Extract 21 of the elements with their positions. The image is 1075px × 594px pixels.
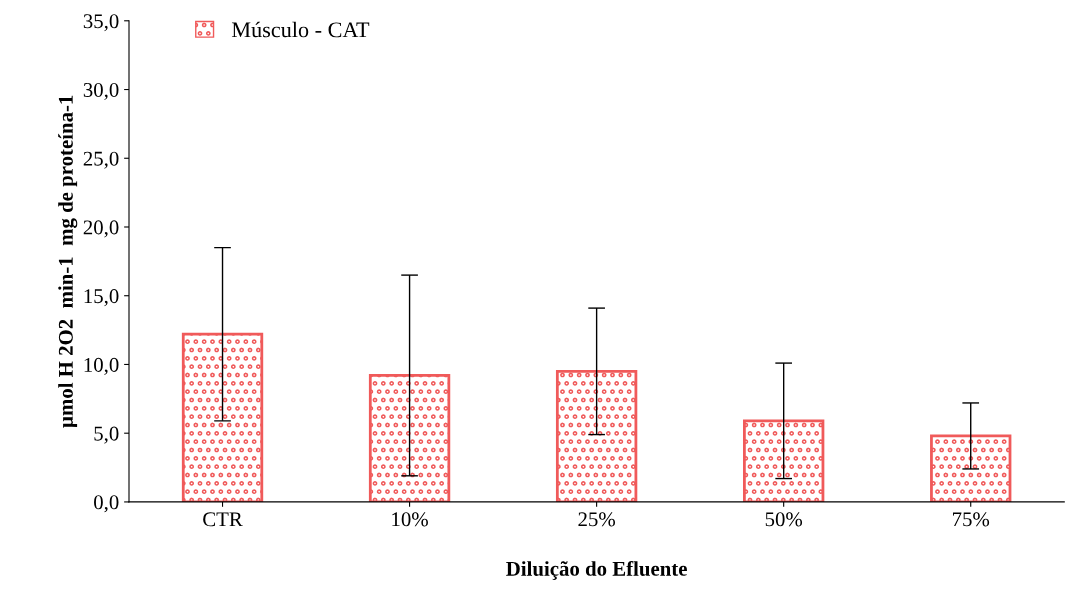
x-tick-label: CTR: [203, 512, 243, 527]
bar: [181, 332, 264, 502]
y-tick-label: 5,0: [94, 426, 119, 444]
bar: [555, 369, 638, 502]
bar: [743, 419, 825, 502]
x-tick-label: 10%: [392, 512, 428, 527]
y-tick-label: 20,0: [83, 220, 119, 238]
y-tick-label: 25,0: [83, 151, 119, 169]
y-tick-label: 0,0: [94, 495, 119, 513]
bar: [930, 434, 1012, 502]
y-tick-label: 30,0: [83, 82, 119, 100]
x-tick-label: 75%: [953, 512, 990, 527]
x-tick-label: 50%: [765, 512, 803, 527]
x-axis-title: Diluição do Efluente: [506, 560, 687, 580]
x-tick-label: 25%: [578, 512, 616, 527]
y-tick-label: 15,0: [84, 289, 119, 307]
y-tick-label: 35,0: [83, 14, 119, 32]
bar: [368, 374, 451, 502]
legend-label: Músculo - CAT: [231, 21, 370, 38]
y-axis-title: µmol H 2O2 min-1 mg de proteína-1: [58, 95, 78, 428]
y-tick-label: 10,0: [84, 357, 119, 375]
